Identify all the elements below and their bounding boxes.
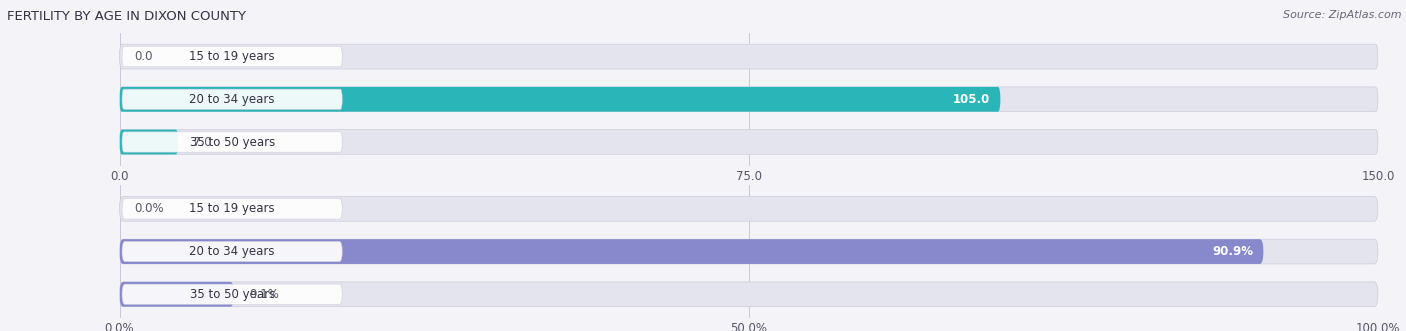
FancyBboxPatch shape: [120, 239, 1264, 264]
Text: 15 to 19 years: 15 to 19 years: [190, 202, 276, 215]
Text: 7.0: 7.0: [194, 135, 212, 149]
Text: Source: ZipAtlas.com: Source: ZipAtlas.com: [1284, 10, 1402, 20]
FancyBboxPatch shape: [120, 239, 1378, 264]
Text: 90.9%: 90.9%: [1212, 245, 1253, 258]
FancyBboxPatch shape: [120, 282, 1378, 307]
Text: 20 to 34 years: 20 to 34 years: [190, 245, 276, 258]
Text: 15 to 19 years: 15 to 19 years: [190, 50, 276, 63]
FancyBboxPatch shape: [120, 282, 233, 307]
FancyBboxPatch shape: [122, 284, 342, 305]
Text: 0.0%: 0.0%: [135, 202, 165, 215]
FancyBboxPatch shape: [122, 46, 342, 67]
FancyBboxPatch shape: [120, 197, 1378, 221]
Text: 0.0: 0.0: [135, 50, 153, 63]
FancyBboxPatch shape: [122, 89, 342, 110]
FancyBboxPatch shape: [122, 199, 342, 219]
FancyBboxPatch shape: [120, 87, 1001, 112]
Text: 20 to 34 years: 20 to 34 years: [190, 93, 276, 106]
FancyBboxPatch shape: [120, 87, 1378, 112]
FancyBboxPatch shape: [122, 241, 342, 262]
Text: 9.1%: 9.1%: [249, 288, 278, 301]
Text: FERTILITY BY AGE IN DIXON COUNTY: FERTILITY BY AGE IN DIXON COUNTY: [7, 10, 246, 23]
FancyBboxPatch shape: [120, 130, 179, 154]
FancyBboxPatch shape: [120, 44, 1378, 69]
Text: 35 to 50 years: 35 to 50 years: [190, 135, 274, 149]
Text: 105.0: 105.0: [953, 93, 990, 106]
FancyBboxPatch shape: [120, 130, 1378, 154]
Text: 35 to 50 years: 35 to 50 years: [190, 288, 274, 301]
FancyBboxPatch shape: [122, 132, 342, 152]
